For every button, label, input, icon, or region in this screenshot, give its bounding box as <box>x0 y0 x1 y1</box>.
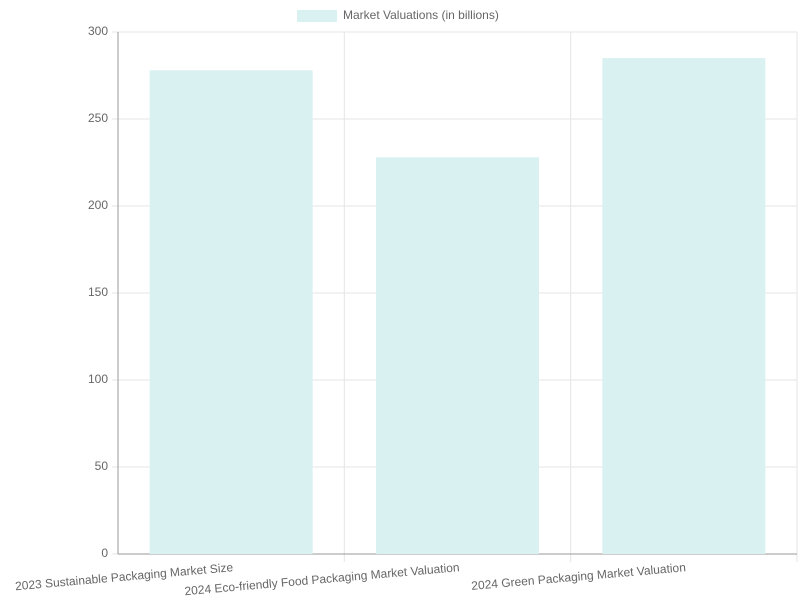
y-tick-label: 50 <box>95 459 109 473</box>
y-tick-label: 0 <box>101 546 108 560</box>
y-tick-label: 100 <box>88 372 108 386</box>
legend-swatch <box>297 10 337 22</box>
x-tick-label: 2024 Green Packaging Market Valuation <box>471 560 687 593</box>
y-tick-label: 250 <box>88 111 108 125</box>
y-tick-label: 300 <box>88 24 108 38</box>
bar <box>149 70 313 554</box>
bar <box>602 58 766 554</box>
legend-label: Market Valuations (in billions) <box>343 8 499 22</box>
y-tick-label: 200 <box>88 198 108 212</box>
bar <box>376 157 539 554</box>
y-tick-label: 150 <box>88 285 108 299</box>
